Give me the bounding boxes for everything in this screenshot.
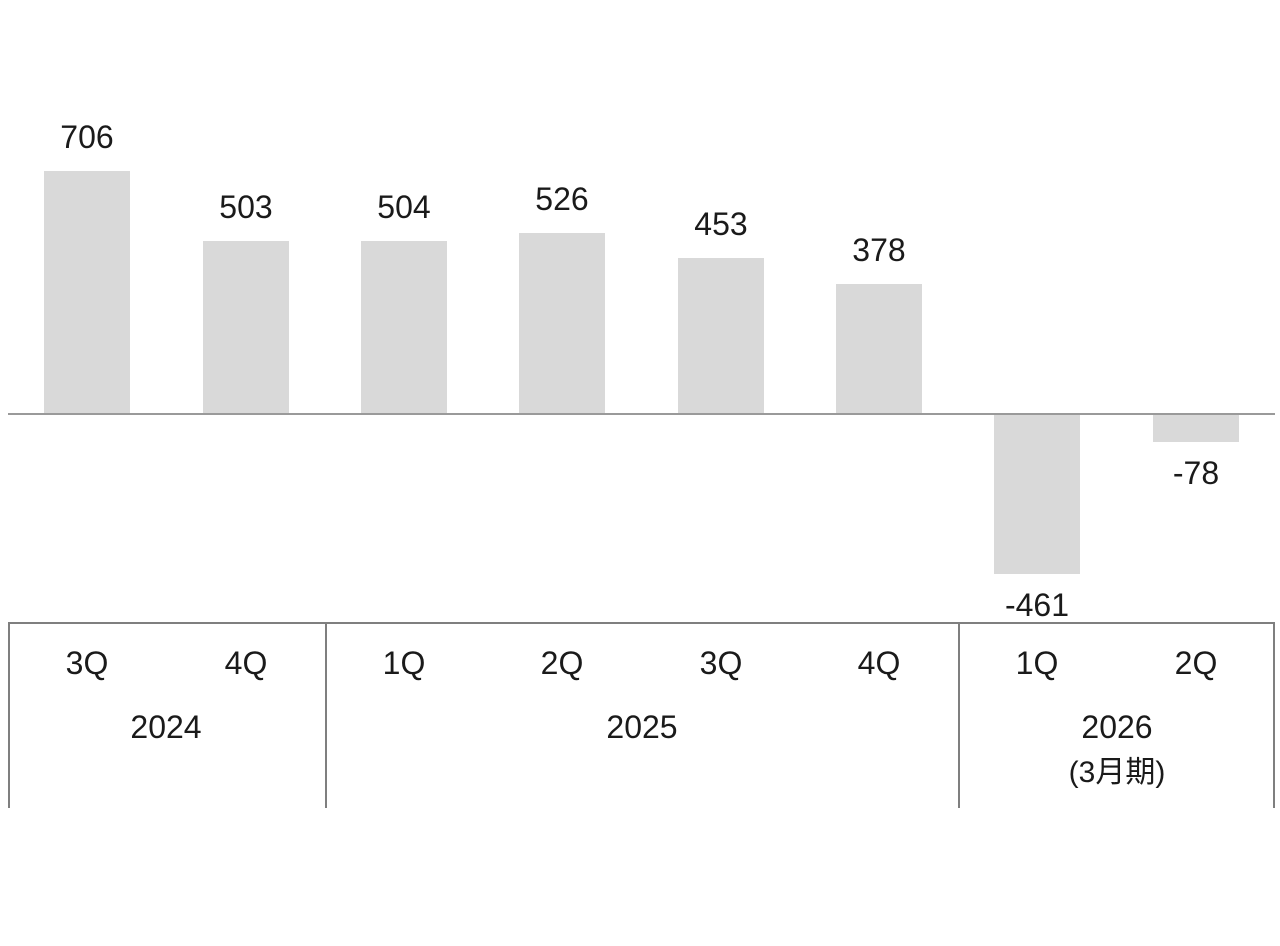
- x-axis-quarter-label: 4Q: [224, 645, 268, 681]
- bar: [678, 258, 764, 414]
- bar: [519, 233, 605, 414]
- x-axis-quarter-label: 1Q: [382, 645, 426, 681]
- bar-value-label: 453: [694, 206, 748, 242]
- x-axis-table-separator-line: [1273, 622, 1275, 808]
- bar: [44, 171, 130, 414]
- bar: [836, 284, 922, 414]
- bar-value-label: -78: [1172, 455, 1220, 491]
- bar-value-label: 526: [535, 181, 589, 217]
- x-axis-quarter-label: 4Q: [857, 645, 901, 681]
- bar: [361, 241, 447, 414]
- x-axis-table-top-border: [8, 622, 1275, 624]
- x-axis-year-label: 2026: [1081, 709, 1153, 745]
- x-axis-quarter-label: 3Q: [699, 645, 743, 681]
- x-axis-year-sublabel: (3月期): [1068, 756, 1166, 789]
- bar: [994, 415, 1080, 574]
- bar-value-label: 504: [377, 189, 431, 225]
- x-axis-table-separator-line: [325, 622, 327, 808]
- x-axis-year-label: 2024: [130, 709, 202, 745]
- x-axis-quarter-label: 2Q: [1174, 645, 1218, 681]
- x-axis-quarter-label: 1Q: [1015, 645, 1059, 681]
- x-axis-quarter-label: 3Q: [65, 645, 109, 681]
- zero-axis-line: [8, 413, 1275, 415]
- x-axis-table-separator-line: [8, 622, 10, 808]
- x-axis-year-label: 2025: [606, 709, 678, 745]
- bar-value-label: 503: [219, 189, 273, 225]
- bar-value-label: -461: [1004, 587, 1070, 623]
- bar: [1153, 415, 1239, 442]
- bar: [203, 241, 289, 414]
- x-axis-table-separator-line: [958, 622, 960, 808]
- bar-value-label: 706: [60, 119, 114, 155]
- bar-value-label: 378: [852, 232, 906, 268]
- x-axis-quarter-label: 2Q: [540, 645, 584, 681]
